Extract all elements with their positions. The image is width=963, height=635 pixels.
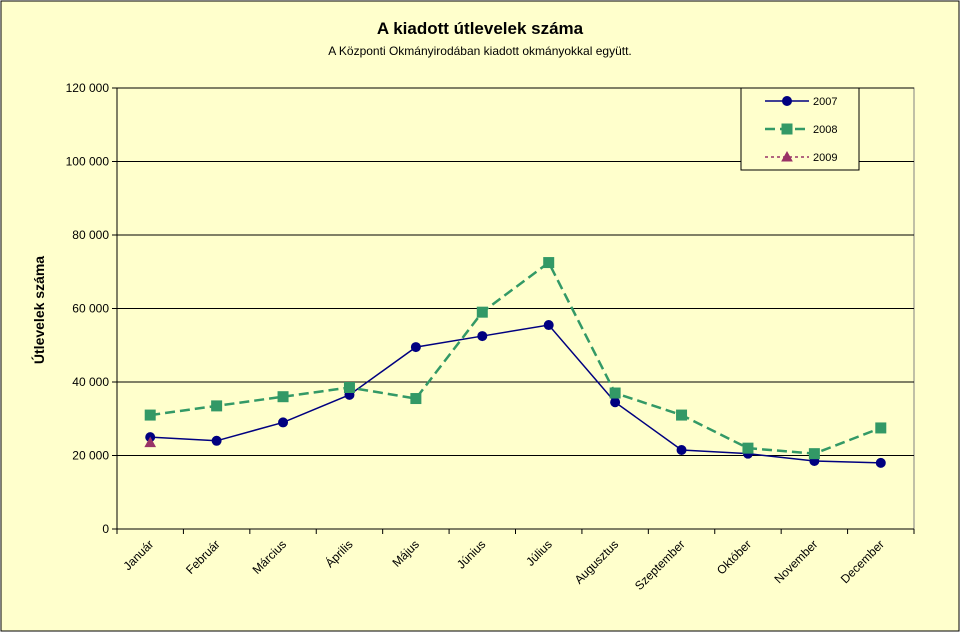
series-2008 bbox=[144, 257, 887, 460]
data-point-2007 bbox=[875, 457, 886, 468]
chart-subtitle: A Központi Okmányirodában kiadott okmány… bbox=[328, 44, 632, 58]
chart-title: A kiadott útlevelek száma bbox=[377, 19, 584, 38]
data-point-2008 bbox=[543, 257, 555, 269]
legend-label-2009: 2009 bbox=[813, 152, 837, 164]
data-point-2009 bbox=[144, 436, 157, 448]
data-point-2008 bbox=[676, 409, 688, 421]
data-point-2007 bbox=[278, 417, 289, 428]
y-tick-label: 120 000 bbox=[66, 81, 110, 95]
legend-marker-2007 bbox=[782, 96, 792, 106]
data-point-2007 bbox=[610, 397, 621, 408]
data-point-2007 bbox=[410, 342, 421, 353]
y-axis-label: Útlevelek száma bbox=[30, 256, 47, 364]
series-2009 bbox=[144, 436, 157, 448]
data-point-2007 bbox=[477, 331, 488, 342]
data-point-2007 bbox=[543, 320, 554, 331]
legend: 2007 2008 2009 bbox=[740, 87, 860, 171]
data-point-2008 bbox=[144, 409, 156, 421]
y-tick-label: 60 000 bbox=[72, 302, 109, 316]
legend-marker-2008 bbox=[781, 123, 793, 135]
data-point-2008 bbox=[277, 391, 289, 403]
data-point-2008 bbox=[211, 400, 223, 412]
series-line-2007 bbox=[150, 324, 881, 464]
y-tick-label: 100 000 bbox=[66, 155, 110, 169]
legend-label-2008: 2008 bbox=[813, 124, 837, 136]
data-point-2007 bbox=[676, 444, 687, 455]
y-tick-label: 80 000 bbox=[72, 228, 109, 242]
legend-marker-2009 bbox=[781, 150, 793, 162]
y-tick-label: 0 bbox=[102, 522, 109, 536]
data-point-2008 bbox=[410, 393, 422, 405]
y-tick-label: 20 000 bbox=[72, 449, 109, 463]
y-tick-label: 40 000 bbox=[72, 375, 109, 389]
data-point-2008 bbox=[476, 306, 488, 318]
legend-label-2007: 2007 bbox=[813, 96, 837, 108]
series-line-2008 bbox=[150, 260, 882, 455]
data-point-2008 bbox=[343, 382, 355, 394]
data-point-2008 bbox=[742, 442, 754, 454]
data-point-2008 bbox=[875, 422, 887, 434]
data-point-2008 bbox=[808, 448, 820, 460]
series-layer bbox=[144, 257, 887, 468]
data-point-2007 bbox=[211, 435, 222, 446]
data-point-2008 bbox=[609, 387, 621, 399]
